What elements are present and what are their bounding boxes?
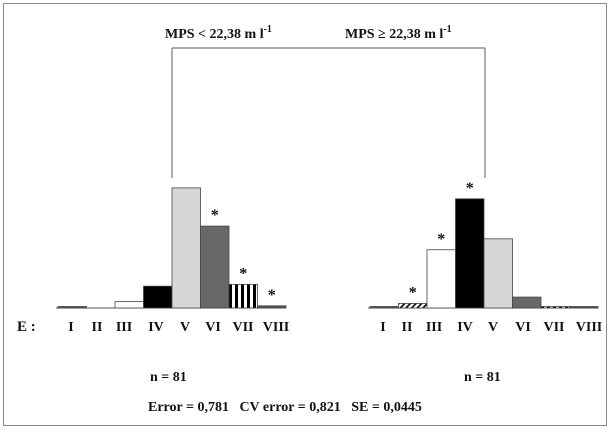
right-tick-iv: IV bbox=[457, 320, 473, 335]
right-bar-iv bbox=[455, 198, 485, 309]
right-bar-v bbox=[483, 238, 513, 309]
left-tick-vii: VII bbox=[232, 320, 253, 335]
left-bar-viii bbox=[257, 305, 287, 309]
left-tick-ii: II bbox=[92, 320, 103, 335]
left-tick-vi: VI bbox=[205, 320, 221, 335]
right-bar-iii bbox=[426, 249, 456, 309]
left-histogram: * * * bbox=[57, 187, 287, 309]
right-bar-vii bbox=[540, 306, 570, 309]
left-significance-marker-vii: * bbox=[239, 265, 247, 282]
right-significance-marker-ii: * bbox=[409, 284, 417, 301]
right-tick-vi: VI bbox=[515, 320, 531, 335]
left-bar-iii bbox=[114, 301, 144, 309]
right-tick-i: I bbox=[380, 320, 385, 335]
left-tick-viii: VIII bbox=[263, 320, 289, 335]
right-tick-iii: III bbox=[426, 320, 442, 335]
right-bar-i bbox=[369, 306, 399, 309]
left-bar-vi bbox=[200, 225, 230, 309]
axis-prefix: E : bbox=[17, 319, 36, 335]
left-tick-iii: III bbox=[116, 320, 132, 335]
split-right-label: MPS ≥ 22,38 m l-1 bbox=[345, 24, 452, 42]
figure-frame bbox=[3, 3, 607, 426]
left-tick-labels: I II III IV V VI VII VIII bbox=[68, 320, 289, 335]
left-bar-vii bbox=[228, 283, 258, 309]
right-bar-ii bbox=[398, 303, 428, 309]
right-histogram: * * * bbox=[369, 180, 599, 309]
right-tick-labels: I II III IV V VI VII VIII bbox=[380, 320, 602, 335]
left-bar-i bbox=[57, 306, 87, 309]
right-tick-v: V bbox=[488, 320, 498, 335]
left-bar-iv bbox=[143, 285, 173, 309]
split-left-label: MPS < 22,38 m l-1 bbox=[165, 24, 272, 42]
left-bar-v bbox=[171, 187, 201, 309]
right-tick-ii: II bbox=[402, 320, 413, 335]
left-tick-v: V bbox=[180, 320, 190, 335]
tree-connector bbox=[171, 47, 486, 178]
left-tick-i: I bbox=[68, 320, 73, 335]
right-tick-viii: VIII bbox=[576, 320, 602, 335]
right-bar-vi bbox=[512, 296, 542, 309]
right-bar-viii bbox=[569, 306, 599, 309]
right-significance-marker-iii: * bbox=[437, 231, 445, 248]
right-significance-marker-iv: * bbox=[466, 180, 474, 197]
model-error-summary: Error = 0,781 CV error = 0,821 SE = 0,04… bbox=[148, 400, 422, 415]
right-n-label: n = 81 bbox=[464, 370, 501, 385]
left-significance-marker-viii: * bbox=[268, 287, 276, 304]
left-n-label: n = 81 bbox=[150, 370, 187, 385]
left-significance-marker-vi: * bbox=[211, 207, 219, 224]
right-tick-vii: VII bbox=[543, 320, 564, 335]
left-tick-iv: IV bbox=[148, 320, 164, 335]
